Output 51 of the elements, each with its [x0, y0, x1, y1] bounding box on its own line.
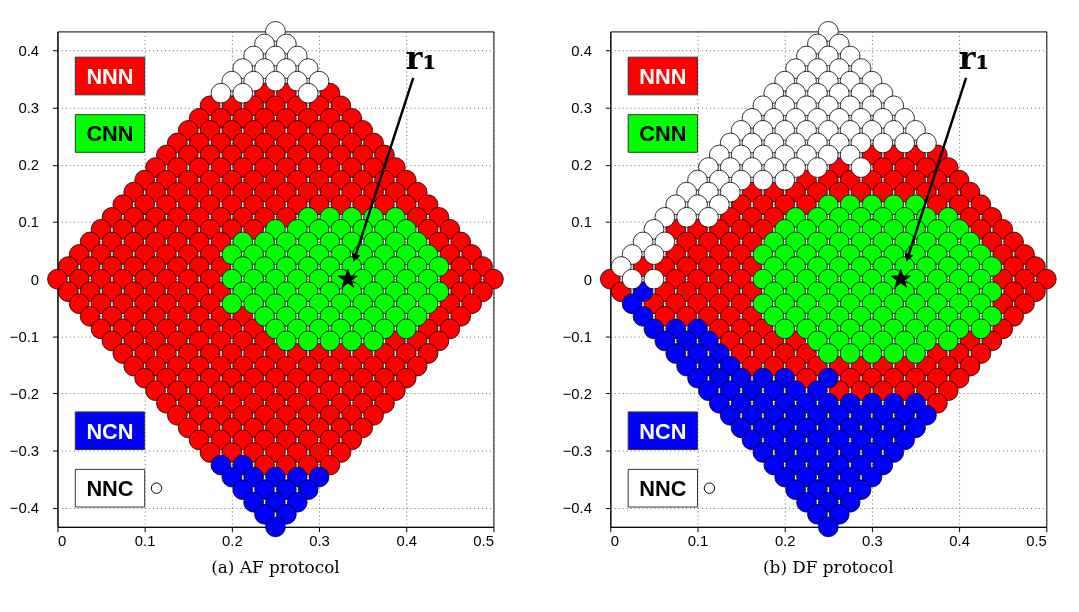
- x-tick-label: 0.2: [774, 533, 796, 550]
- y-tick-label: 0.2: [571, 157, 593, 174]
- x-tick-label: 0.5: [473, 533, 494, 550]
- y-tick-label: 0.3: [18, 99, 40, 116]
- point: [308, 466, 330, 488]
- legend-label: NNC: [86, 476, 134, 502]
- y-tick-label: −0.2: [9, 385, 40, 402]
- text: CNN: [86, 121, 134, 147]
- y-tick-label: −0.4: [9, 500, 40, 517]
- point: [337, 268, 358, 288]
- point: [276, 503, 297, 525]
- x-tick-label: 0: [57, 533, 67, 550]
- y-tick-label: −0.1: [562, 328, 593, 345]
- text: (a) AF protocol: [211, 557, 340, 578]
- y-tick-label: −0.3: [562, 443, 593, 460]
- y-tick-label: 0: [30, 271, 40, 288]
- y-tick-label: −0.3: [9, 443, 40, 460]
- y-tick-label: 0.4: [18, 42, 40, 59]
- annotation: r₁: [405, 39, 437, 77]
- y-tick-label: 0.4: [571, 42, 593, 59]
- y-tick-label: 0: [583, 271, 593, 288]
- y-tick-label: −0.1: [9, 328, 40, 345]
- y-tick-label: −0.2: [562, 385, 593, 402]
- annotation: r₁: [958, 39, 990, 77]
- x-tick-label: 0.3: [309, 533, 330, 550]
- point: [265, 70, 286, 92]
- legend-label: NNC: [639, 476, 687, 502]
- text: NNN: [86, 63, 134, 89]
- y-tick-label: 0.1: [18, 214, 40, 231]
- y-tick-label: 0.3: [571, 99, 593, 116]
- point: [210, 82, 232, 104]
- x-tick-label: 0.2: [222, 533, 243, 550]
- x-tick-label: 0.5: [1026, 533, 1047, 550]
- y-tick-label: −0.4: [562, 500, 593, 517]
- x-tick-label: 0.1: [687, 533, 709, 550]
- point: [265, 516, 286, 538]
- x-tick-label: 0.3: [862, 533, 883, 550]
- text: NNN: [639, 63, 687, 89]
- point: [232, 82, 254, 104]
- y-tick-label: 0.2: [18, 157, 40, 174]
- text: (b) DF protocol: [763, 557, 894, 578]
- text: NCN: [86, 418, 134, 444]
- x-tick-label: 0: [610, 533, 620, 550]
- text: CNN: [639, 121, 687, 147]
- x-tick-label: 0.4: [949, 533, 970, 550]
- y-tick-label: 0.1: [571, 214, 593, 231]
- series-label: NCN: [639, 418, 687, 444]
- point: [254, 503, 275, 525]
- x-tick-label: 0.4: [396, 533, 418, 550]
- point: [297, 82, 319, 104]
- x-tick-label: 0.1: [134, 533, 156, 550]
